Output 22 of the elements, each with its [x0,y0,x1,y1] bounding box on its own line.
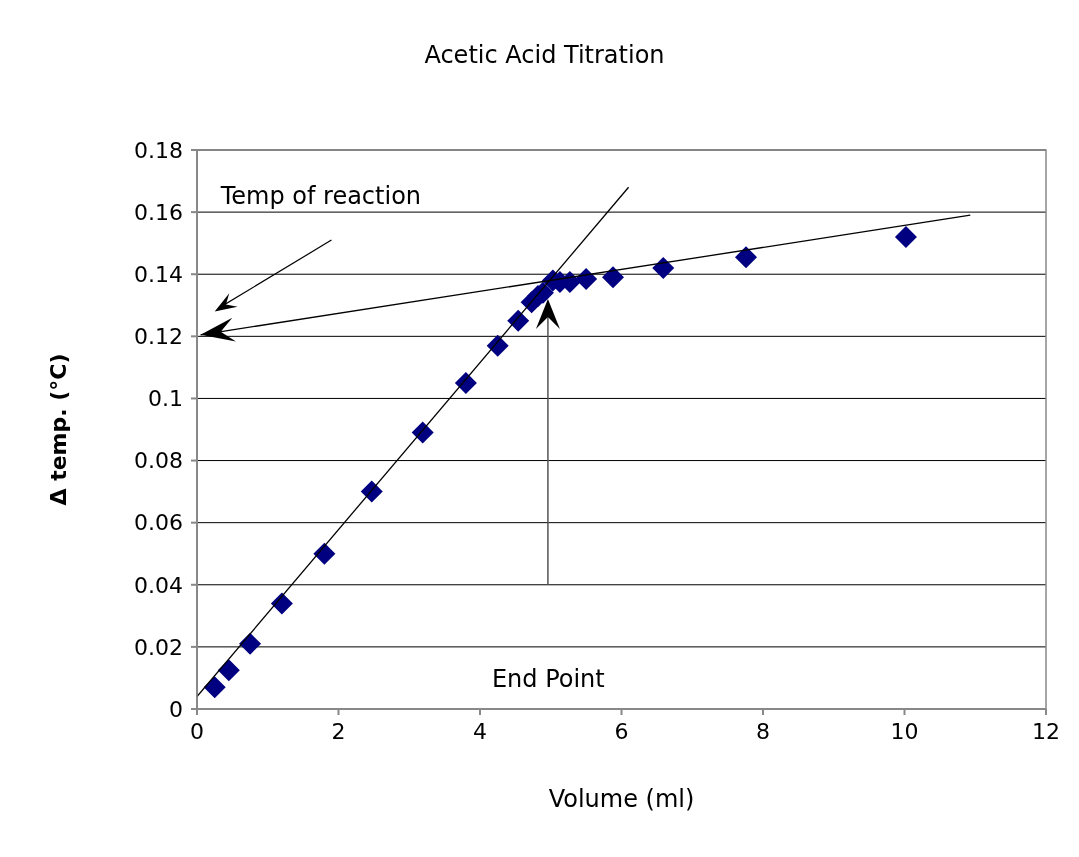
x-tick-label: 6 [614,718,629,744]
y-tick-label: 0.12 [134,324,183,350]
x-tick-label: 10 [890,718,919,744]
chart-title: Acetic Acid Titration [423,41,666,69]
x-axis-title: Volume (ml) [548,785,695,813]
y-tick-label: 0.02 [134,634,183,660]
x-tick-label: 12 [1032,718,1060,744]
x-tick-label: 0 [190,718,204,744]
x-tick-label: 4 [473,718,487,744]
y-tick-label: 0.16 [134,199,183,225]
y-axis-title: Δ temp. (°C) [46,353,71,506]
y-tick-label: 0.04 [134,572,183,598]
y-tick-label: 0.1 [148,386,183,412]
y-tick-label: 0.14 [134,262,183,288]
x-tick-label: 2 [331,718,346,744]
annotation: End Point [477,665,619,694]
y-tick-label: 0.06 [134,510,183,536]
y-tick-label: 0 [169,696,183,722]
y-tick-label: 0.08 [134,448,183,474]
x-tick-label: 8 [756,718,770,744]
annotation: Temp of reaction [214,182,428,211]
y-tick-label: 0.18 [134,137,183,163]
